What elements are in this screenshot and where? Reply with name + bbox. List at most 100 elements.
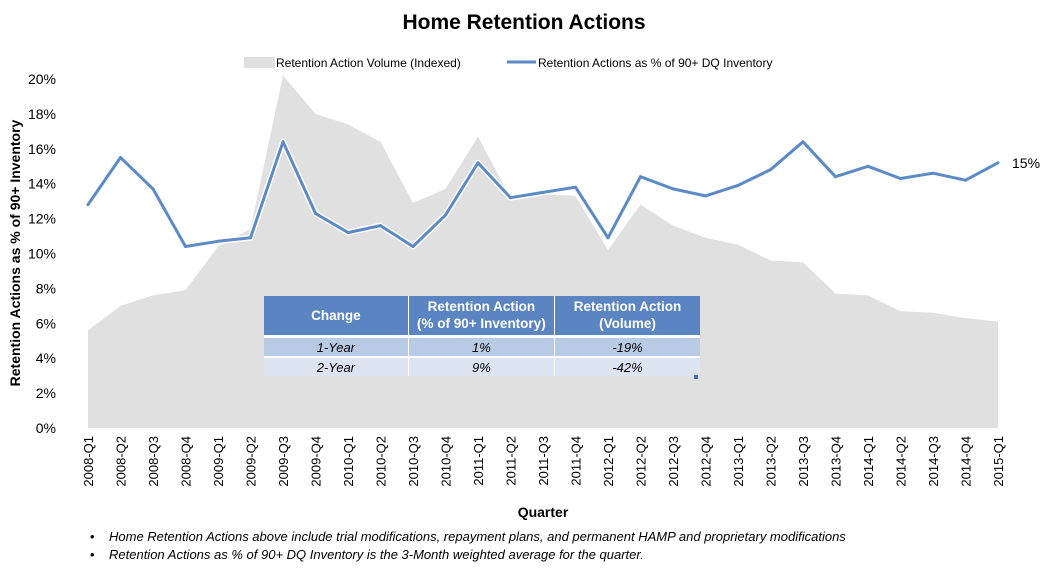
bullet-icon: •: [90, 547, 95, 562]
line-point: [119, 156, 122, 159]
x-tick-label: 2009-Q1: [211, 436, 226, 487]
line-point: [541, 190, 545, 194]
header-text: Retention Action: [573, 299, 682, 314]
x-axis-title: Quarter: [518, 504, 569, 520]
line-point: [931, 171, 935, 175]
line-point: [509, 196, 512, 200]
table-row: 1-Year 1% -19%: [264, 336, 700, 358]
header-text: (Volume): [599, 316, 656, 331]
y-tick-label: 20%: [28, 71, 56, 87]
legend-label-volume: Retention Action Volume (Indexed): [276, 56, 461, 70]
line-point: [834, 175, 837, 179]
table-row: 2-Year 9% -42%: [264, 357, 700, 376]
x-tick-label: 2010-Q3: [406, 436, 421, 487]
x-tick-label: 2011-Q3: [536, 436, 551, 486]
line-point: [151, 187, 155, 191]
line-point: [964, 178, 967, 182]
y-tick-label: 8%: [36, 280, 56, 296]
y-tick-label: 10%: [28, 246, 56, 262]
x-tick-label: 2013-Q1: [731, 436, 746, 487]
legend-label-percent: Retention Actions as % of 90+ DQ Invento…: [538, 56, 772, 70]
x-tick-label: 2014-Q4: [959, 436, 974, 487]
line-point: [736, 183, 740, 187]
line-point: [281, 140, 285, 144]
footnote: • Home Retention Actions above include tr…: [90, 528, 846, 546]
footnotes: • Home Retention Actions above include tr…: [90, 528, 846, 564]
table-header-row: Change Retention Action (% of 90+ Invento…: [264, 296, 700, 338]
y-tick-label: 0%: [36, 420, 56, 436]
x-tick-label: 2009-Q4: [309, 436, 324, 487]
x-tick-label: 2014-Q1: [861, 436, 876, 487]
end-value-label: 15%: [1012, 155, 1040, 171]
line-point: [86, 203, 90, 207]
line-point: [769, 168, 772, 172]
chart-title: Home Retention Actions: [402, 11, 645, 34]
footnote-text: Home Retention Actions above include tri…: [109, 529, 846, 544]
table-header-percent: Retention Action (% of 90+ Inventory): [408, 296, 556, 338]
y-tick-label: 16%: [28, 141, 56, 157]
line-point: [476, 161, 480, 165]
table-cell: 1-Year: [264, 336, 409, 358]
y-tick-label: 6%: [36, 315, 56, 331]
line-point: [216, 239, 220, 243]
x-tick-label: 2008-Q4: [179, 436, 194, 487]
line-point: [606, 236, 610, 240]
y-axis: 0% 2% 4% 6% 8% 10% 12% 14% 16% 18% 20%: [28, 71, 56, 436]
header-text: (% of 90+ Inventory): [417, 316, 546, 331]
x-tick-label: 2011-Q1: [471, 436, 486, 486]
x-tick-label: 2013-Q4: [829, 436, 844, 487]
x-tick-label: 2014-Q2: [894, 436, 909, 487]
table-cell: 1%: [408, 336, 556, 358]
table-cell: -42%: [554, 357, 700, 376]
y-tick-label: 2%: [36, 385, 56, 401]
table-resize-handle[interactable]: [694, 375, 698, 379]
legend-swatch-area: [244, 57, 275, 68]
line-point: [996, 161, 1000, 165]
x-tick-label: 2015-Q1: [991, 436, 1006, 487]
table-header-volume: Retention Action (Volume): [554, 296, 700, 338]
line-point: [899, 177, 902, 180]
x-tick-label: 2013-Q3: [796, 436, 811, 487]
line-point: [704, 194, 707, 198]
line-point: [574, 185, 577, 189]
x-tick-label: 2008-Q3: [146, 436, 161, 487]
footnote: • Retention Actions as % of 90+ DQ Invent…: [90, 546, 846, 564]
y-tick-label: 12%: [28, 211, 56, 227]
header-text: Change: [311, 307, 361, 323]
line-point: [801, 140, 805, 144]
table-cell: -19%: [554, 336, 700, 358]
table-cell: 2-Year: [264, 357, 409, 376]
line-point: [671, 187, 675, 191]
y-tick-label: 4%: [36, 350, 56, 366]
x-tick-label: 2013-Q2: [764, 436, 779, 487]
x-tick-label: 2012-Q2: [634, 436, 649, 487]
line-point: [444, 213, 447, 217]
table-header-change: Change: [264, 296, 409, 338]
x-tick-label: 2012-Q1: [601, 436, 616, 487]
x-tick-label: 2012-Q4: [699, 436, 714, 487]
header-text: Retention Action: [427, 299, 536, 314]
x-tick-label: 2008-Q2: [114, 436, 129, 487]
line-point: [249, 236, 252, 240]
summary-table: Change Retention Action (% of 90+ Invento…: [264, 296, 700, 376]
x-axis: 2008-Q1 2008-Q2 2008-Q3 2008-Q4 2009-Q1 2009-…: [81, 436, 1006, 487]
x-tick-label: 2010-Q2: [374, 436, 389, 487]
x-tick-label: 2009-Q3: [276, 436, 291, 487]
x-tick-label: 2009-Q2: [244, 436, 259, 487]
x-tick-label: 2011-Q2: [504, 436, 519, 486]
x-tick-label: 2010-Q4: [439, 436, 454, 487]
x-tick-label: 2011-Q4: [569, 436, 584, 486]
line-point: [639, 175, 642, 179]
line-point: [346, 231, 350, 235]
footnote-text: Retention Actions as % of 90+ DQ Invento…: [109, 547, 644, 562]
table-cell: 9%: [408, 357, 556, 376]
x-tick-label: 2014-Q3: [926, 436, 941, 487]
bullet-icon: •: [90, 529, 95, 544]
line-point: [411, 245, 415, 248]
x-tick-label: 2010-Q1: [341, 436, 356, 487]
line-point: [866, 164, 870, 168]
x-tick-label: 2008-Q1: [81, 436, 96, 487]
legend: Retention Action Volume (Indexed) Retent…: [244, 56, 772, 70]
line-point: [314, 211, 317, 215]
